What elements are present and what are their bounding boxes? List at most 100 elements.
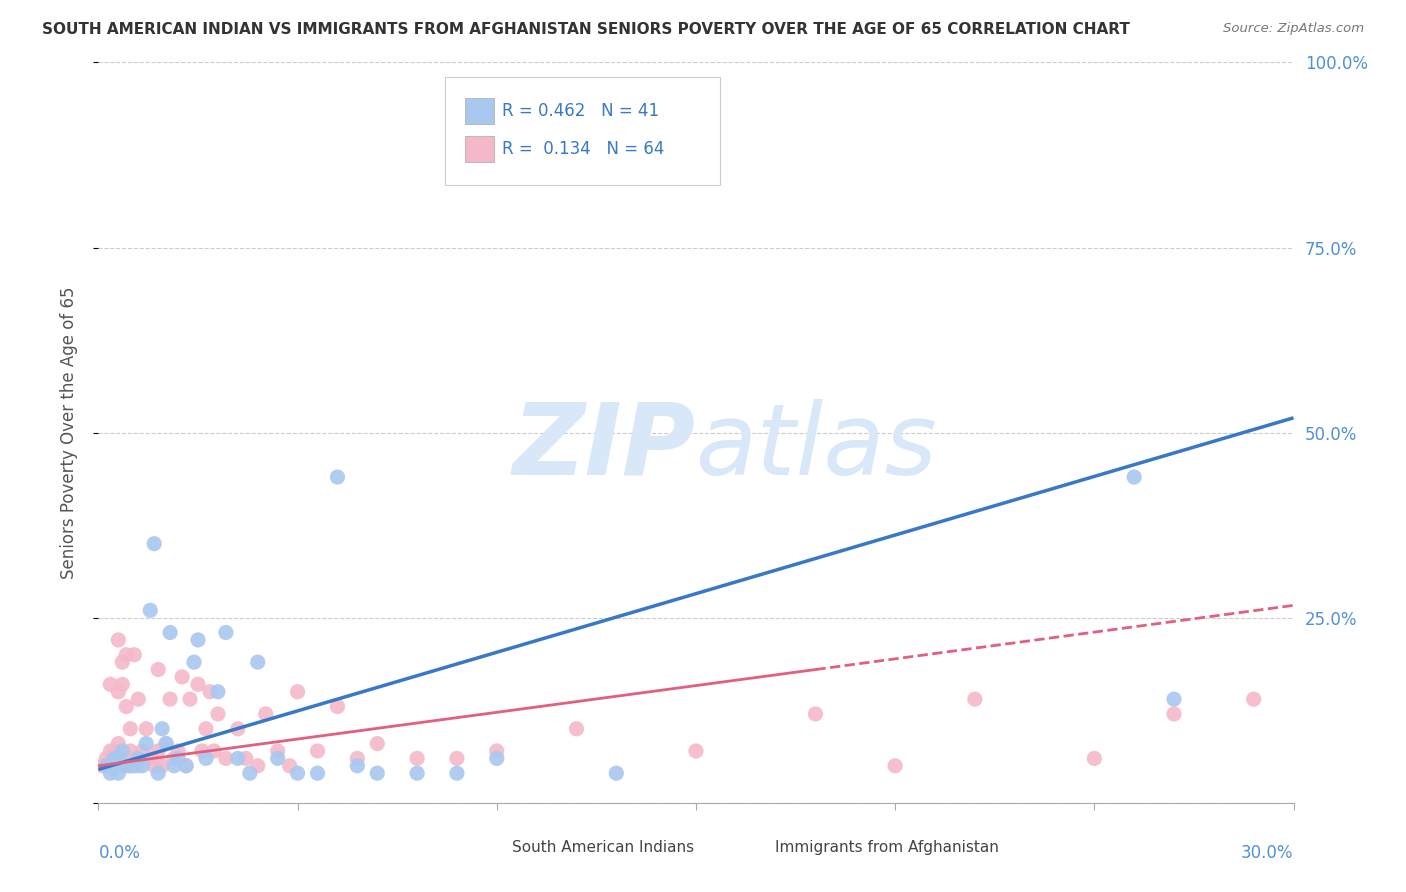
Point [124, 648, 146, 662]
Point [202, 744, 225, 758]
Point [120, 758, 142, 772]
Point [148, 744, 170, 758]
Point [195, 751, 218, 765]
Point [139, 751, 162, 765]
Point [163, 758, 186, 772]
Point [446, 751, 468, 765]
Point [131, 758, 153, 772]
Point [884, 758, 907, 772]
FancyBboxPatch shape [465, 136, 494, 161]
Point [254, 706, 277, 721]
Point [120, 758, 142, 772]
Point [187, 677, 209, 691]
Point [115, 758, 138, 772]
Point [107, 766, 129, 780]
Point [124, 758, 146, 772]
Point [172, 670, 194, 684]
Text: Immigrants from Afghanistan: Immigrants from Afghanistan [775, 840, 998, 855]
Point [107, 751, 129, 765]
Point [127, 692, 149, 706]
Point [115, 699, 138, 714]
Point [96, 751, 118, 765]
Point [150, 758, 173, 772]
Text: ZIP: ZIP [513, 399, 696, 496]
Point [406, 751, 429, 765]
FancyBboxPatch shape [748, 839, 770, 857]
Point [1163, 692, 1185, 706]
Point [207, 706, 229, 721]
Point [174, 758, 197, 772]
FancyBboxPatch shape [485, 839, 508, 857]
Point [155, 737, 177, 751]
Point [139, 603, 162, 617]
Point [287, 766, 309, 780]
Point [91, 758, 114, 772]
Point [167, 751, 190, 765]
Point [605, 766, 627, 780]
Point [111, 677, 134, 691]
Text: SOUTH AMERICAN INDIAN VS IMMIGRANTS FROM AFGHANISTAN SENIORS POVERTY OVER THE AG: SOUTH AMERICAN INDIAN VS IMMIGRANTS FROM… [42, 22, 1130, 37]
Point [366, 766, 388, 780]
Point [1163, 706, 1185, 721]
Point [115, 751, 138, 765]
Point [1243, 692, 1265, 706]
Point [143, 758, 166, 772]
Point [167, 744, 190, 758]
Point [98, 766, 122, 780]
Point [1083, 751, 1105, 765]
Point [111, 744, 134, 758]
Point [135, 737, 157, 751]
Point [246, 758, 269, 772]
Point [198, 685, 221, 699]
Point [326, 699, 349, 714]
Point [307, 744, 329, 758]
Point [246, 655, 269, 669]
Point [191, 744, 214, 758]
Point [346, 758, 368, 772]
Text: atlas: atlas [696, 399, 938, 496]
Point [107, 632, 129, 647]
Point [96, 758, 118, 772]
Point [120, 744, 142, 758]
Point [98, 677, 122, 691]
Point [963, 692, 986, 706]
Point [111, 655, 134, 669]
Text: 0.0%: 0.0% [98, 844, 141, 862]
Point [287, 685, 309, 699]
Point [131, 744, 153, 758]
Point [239, 766, 262, 780]
Text: Source: ZipAtlas.com: Source: ZipAtlas.com [1223, 22, 1364, 36]
Text: R = 0.462   N = 41: R = 0.462 N = 41 [502, 102, 659, 120]
Point [148, 663, 170, 677]
Point [103, 744, 125, 758]
FancyBboxPatch shape [465, 98, 494, 124]
Point [485, 751, 508, 765]
Y-axis label: Seniors Poverty Over the Age of 65: Seniors Poverty Over the Age of 65 [59, 286, 77, 579]
Point [485, 744, 508, 758]
Point [406, 766, 429, 780]
Point [115, 648, 138, 662]
Point [148, 766, 170, 780]
Point [159, 692, 181, 706]
Point [155, 737, 177, 751]
Text: R =  0.134   N = 64: R = 0.134 N = 64 [502, 140, 665, 158]
Point [159, 625, 181, 640]
Point [267, 751, 290, 765]
Point [174, 758, 197, 772]
Point [150, 722, 173, 736]
Point [278, 758, 301, 772]
Point [804, 706, 827, 721]
Point [226, 722, 249, 736]
Point [565, 722, 588, 736]
Point [226, 751, 249, 765]
Point [120, 722, 142, 736]
Point [179, 692, 201, 706]
Point [307, 766, 329, 780]
Point [98, 744, 122, 758]
Point [187, 632, 209, 647]
Point [195, 722, 218, 736]
Point [127, 751, 149, 765]
Point [107, 685, 129, 699]
Point [215, 751, 238, 765]
Point [215, 625, 238, 640]
